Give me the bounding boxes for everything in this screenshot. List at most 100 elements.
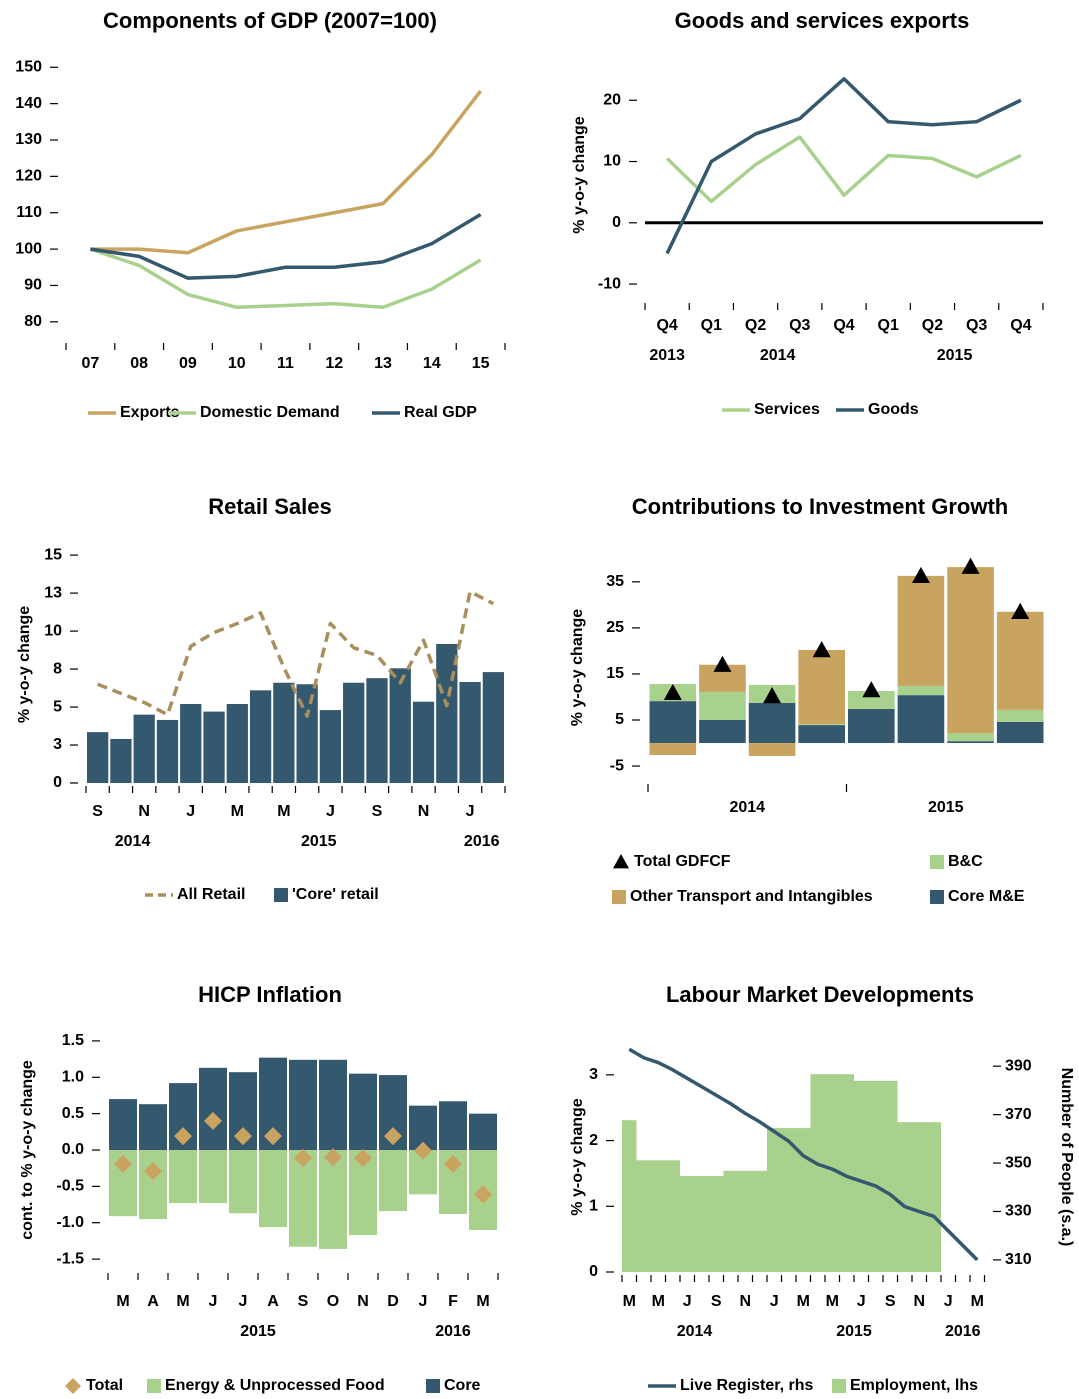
x-tick-label: N — [418, 803, 430, 820]
marker — [174, 1127, 192, 1146]
marker — [324, 1148, 342, 1167]
bar — [133, 714, 155, 783]
bar — [996, 721, 1044, 744]
y-axis-label: % y-o-y change — [569, 1098, 586, 1215]
x-tick-label: M — [231, 803, 244, 820]
legend-label: B&C — [948, 853, 983, 870]
y-tick-label: 100 — [15, 240, 42, 257]
bar — [110, 738, 132, 783]
legend-label: Domestic Demand — [200, 404, 340, 421]
x-tick-label: M — [176, 1293, 189, 1310]
bar — [199, 1067, 227, 1150]
y-tick-label: 0 — [589, 1263, 598, 1280]
x-tick-label: N — [357, 1293, 369, 1310]
bar — [798, 724, 845, 726]
bar — [349, 1073, 377, 1150]
chart-title: Contributions to Investment Growth — [632, 494, 1008, 519]
bar — [868, 1080, 883, 1272]
marker — [812, 641, 831, 658]
y-tick-label: 0.5 — [62, 1105, 84, 1122]
chart-title: HICP Inflation — [198, 982, 342, 1007]
bar — [798, 725, 845, 744]
bar — [738, 1170, 753, 1272]
y-tick-label: 150 — [15, 58, 42, 75]
y-axis-label: % y-o-y change — [569, 609, 586, 726]
y2-axis-label: Number of People (s.a.) — [1058, 1068, 1075, 1247]
bar — [699, 691, 746, 720]
x-tick-label: M — [623, 1293, 636, 1310]
bar — [912, 1122, 927, 1272]
x-tick-label: S — [298, 1293, 309, 1310]
y-tick-label: 20 — [603, 91, 621, 108]
bar — [723, 1170, 738, 1272]
bar — [249, 690, 272, 783]
bar — [883, 1080, 898, 1272]
bar — [699, 720, 746, 744]
bar — [273, 682, 295, 783]
x-tick-label: J — [857, 1293, 866, 1310]
y-tick-label: 15 — [44, 546, 62, 563]
x-tick-label: A — [267, 1293, 279, 1310]
marker — [961, 557, 980, 574]
x-group-label: 2014 — [729, 799, 765, 816]
legend-label: Employment, lhs — [850, 1377, 978, 1394]
x-tick-label: A — [147, 1293, 159, 1310]
marker — [144, 1162, 162, 1181]
bar — [319, 1150, 347, 1249]
line — [665, 77, 1022, 255]
x-tick-label: J — [239, 1293, 248, 1310]
bar — [87, 732, 109, 783]
x-group-label: 2015 — [240, 1323, 276, 1340]
y-tick-label: 1 — [589, 1198, 598, 1215]
legend-label: All Retail — [177, 886, 245, 903]
marker — [264, 1127, 282, 1146]
legend-label: Total — [86, 1377, 123, 1394]
x-tick-label: M — [476, 1293, 489, 1310]
legend-swatch — [613, 854, 629, 869]
chart-title: Labour Market Developments — [666, 982, 974, 1007]
x-tick-label: 12 — [325, 355, 343, 372]
bar — [139, 1150, 167, 1220]
bar — [109, 1099, 137, 1150]
y-axis-label: % y-o-y change — [571, 116, 588, 233]
bar — [947, 733, 994, 742]
x-tick-label: Q3 — [966, 317, 987, 334]
x-group-label: 2015 — [301, 833, 337, 850]
bar — [848, 690, 895, 709]
x-tick-label: J — [770, 1293, 779, 1310]
x-tick-label: Q4 — [656, 317, 677, 334]
y-tick-label: 13 — [44, 584, 62, 601]
marker — [414, 1141, 432, 1160]
line — [90, 213, 482, 280]
x-tick-label: Q2 — [922, 317, 943, 334]
legend-swatch — [426, 1379, 440, 1393]
legend-swatch — [274, 888, 288, 902]
y-tick-label: 0 — [53, 774, 62, 791]
x-group-label: 2016 — [945, 1323, 981, 1340]
x-tick-label: M — [652, 1293, 665, 1310]
chart-title: Retail Sales — [208, 494, 332, 519]
x-tick-label: J — [466, 803, 475, 820]
y-axis-label: cont. to % y-o-y change — [19, 1060, 36, 1240]
bar — [694, 1176, 709, 1272]
x-tick-label: 13 — [374, 355, 392, 372]
bar — [897, 575, 945, 686]
line — [628, 1047, 979, 1262]
legend-label: Live Register, rhs — [680, 1377, 813, 1394]
y-tick-label: 5 — [615, 711, 624, 728]
y2-tick-label: 310 — [1005, 1251, 1032, 1268]
x-group-label: 2016 — [464, 833, 500, 850]
legend-label: Real GDP — [404, 404, 477, 421]
x-tick-label: 08 — [130, 355, 148, 372]
bar — [199, 1150, 227, 1204]
y2-tick-label: 370 — [1005, 1106, 1032, 1123]
bar — [366, 678, 388, 783]
x-tick-label: N — [739, 1293, 751, 1310]
x-group-label: 2015 — [928, 799, 964, 816]
legend-swatch — [612, 890, 626, 904]
bar — [169, 1150, 197, 1204]
x-tick-label: S — [711, 1293, 722, 1310]
x-tick-label: N — [913, 1293, 925, 1310]
bar — [389, 668, 411, 783]
